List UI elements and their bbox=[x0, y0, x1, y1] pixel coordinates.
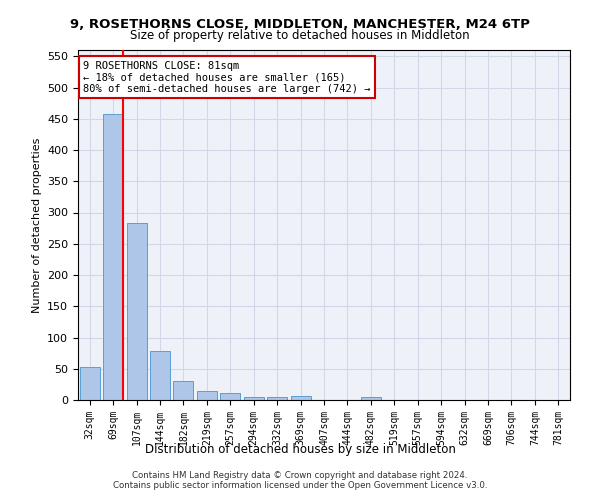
Bar bbox=[80, 367, 100, 400]
Bar bbox=[290, 396, 311, 400]
Bar bbox=[197, 390, 217, 400]
Bar bbox=[244, 397, 263, 400]
Bar bbox=[361, 397, 381, 400]
Text: 9, ROSETHORNS CLOSE, MIDDLETON, MANCHESTER, M24 6TP: 9, ROSETHORNS CLOSE, MIDDLETON, MANCHEST… bbox=[70, 18, 530, 30]
Text: Contains HM Land Registry data © Crown copyright and database right 2024.
Contai: Contains HM Land Registry data © Crown c… bbox=[113, 470, 487, 490]
Text: Size of property relative to detached houses in Middleton: Size of property relative to detached ho… bbox=[130, 29, 470, 42]
Bar bbox=[150, 351, 170, 400]
Bar bbox=[220, 393, 240, 400]
Text: Distribution of detached houses by size in Middleton: Distribution of detached houses by size … bbox=[145, 442, 455, 456]
Bar bbox=[127, 223, 146, 400]
Text: 9 ROSETHORNS CLOSE: 81sqm
← 18% of detached houses are smaller (165)
80% of semi: 9 ROSETHORNS CLOSE: 81sqm ← 18% of detac… bbox=[83, 60, 370, 94]
Bar bbox=[103, 114, 123, 400]
Bar bbox=[173, 381, 193, 400]
Bar bbox=[267, 397, 287, 400]
Y-axis label: Number of detached properties: Number of detached properties bbox=[32, 138, 41, 312]
